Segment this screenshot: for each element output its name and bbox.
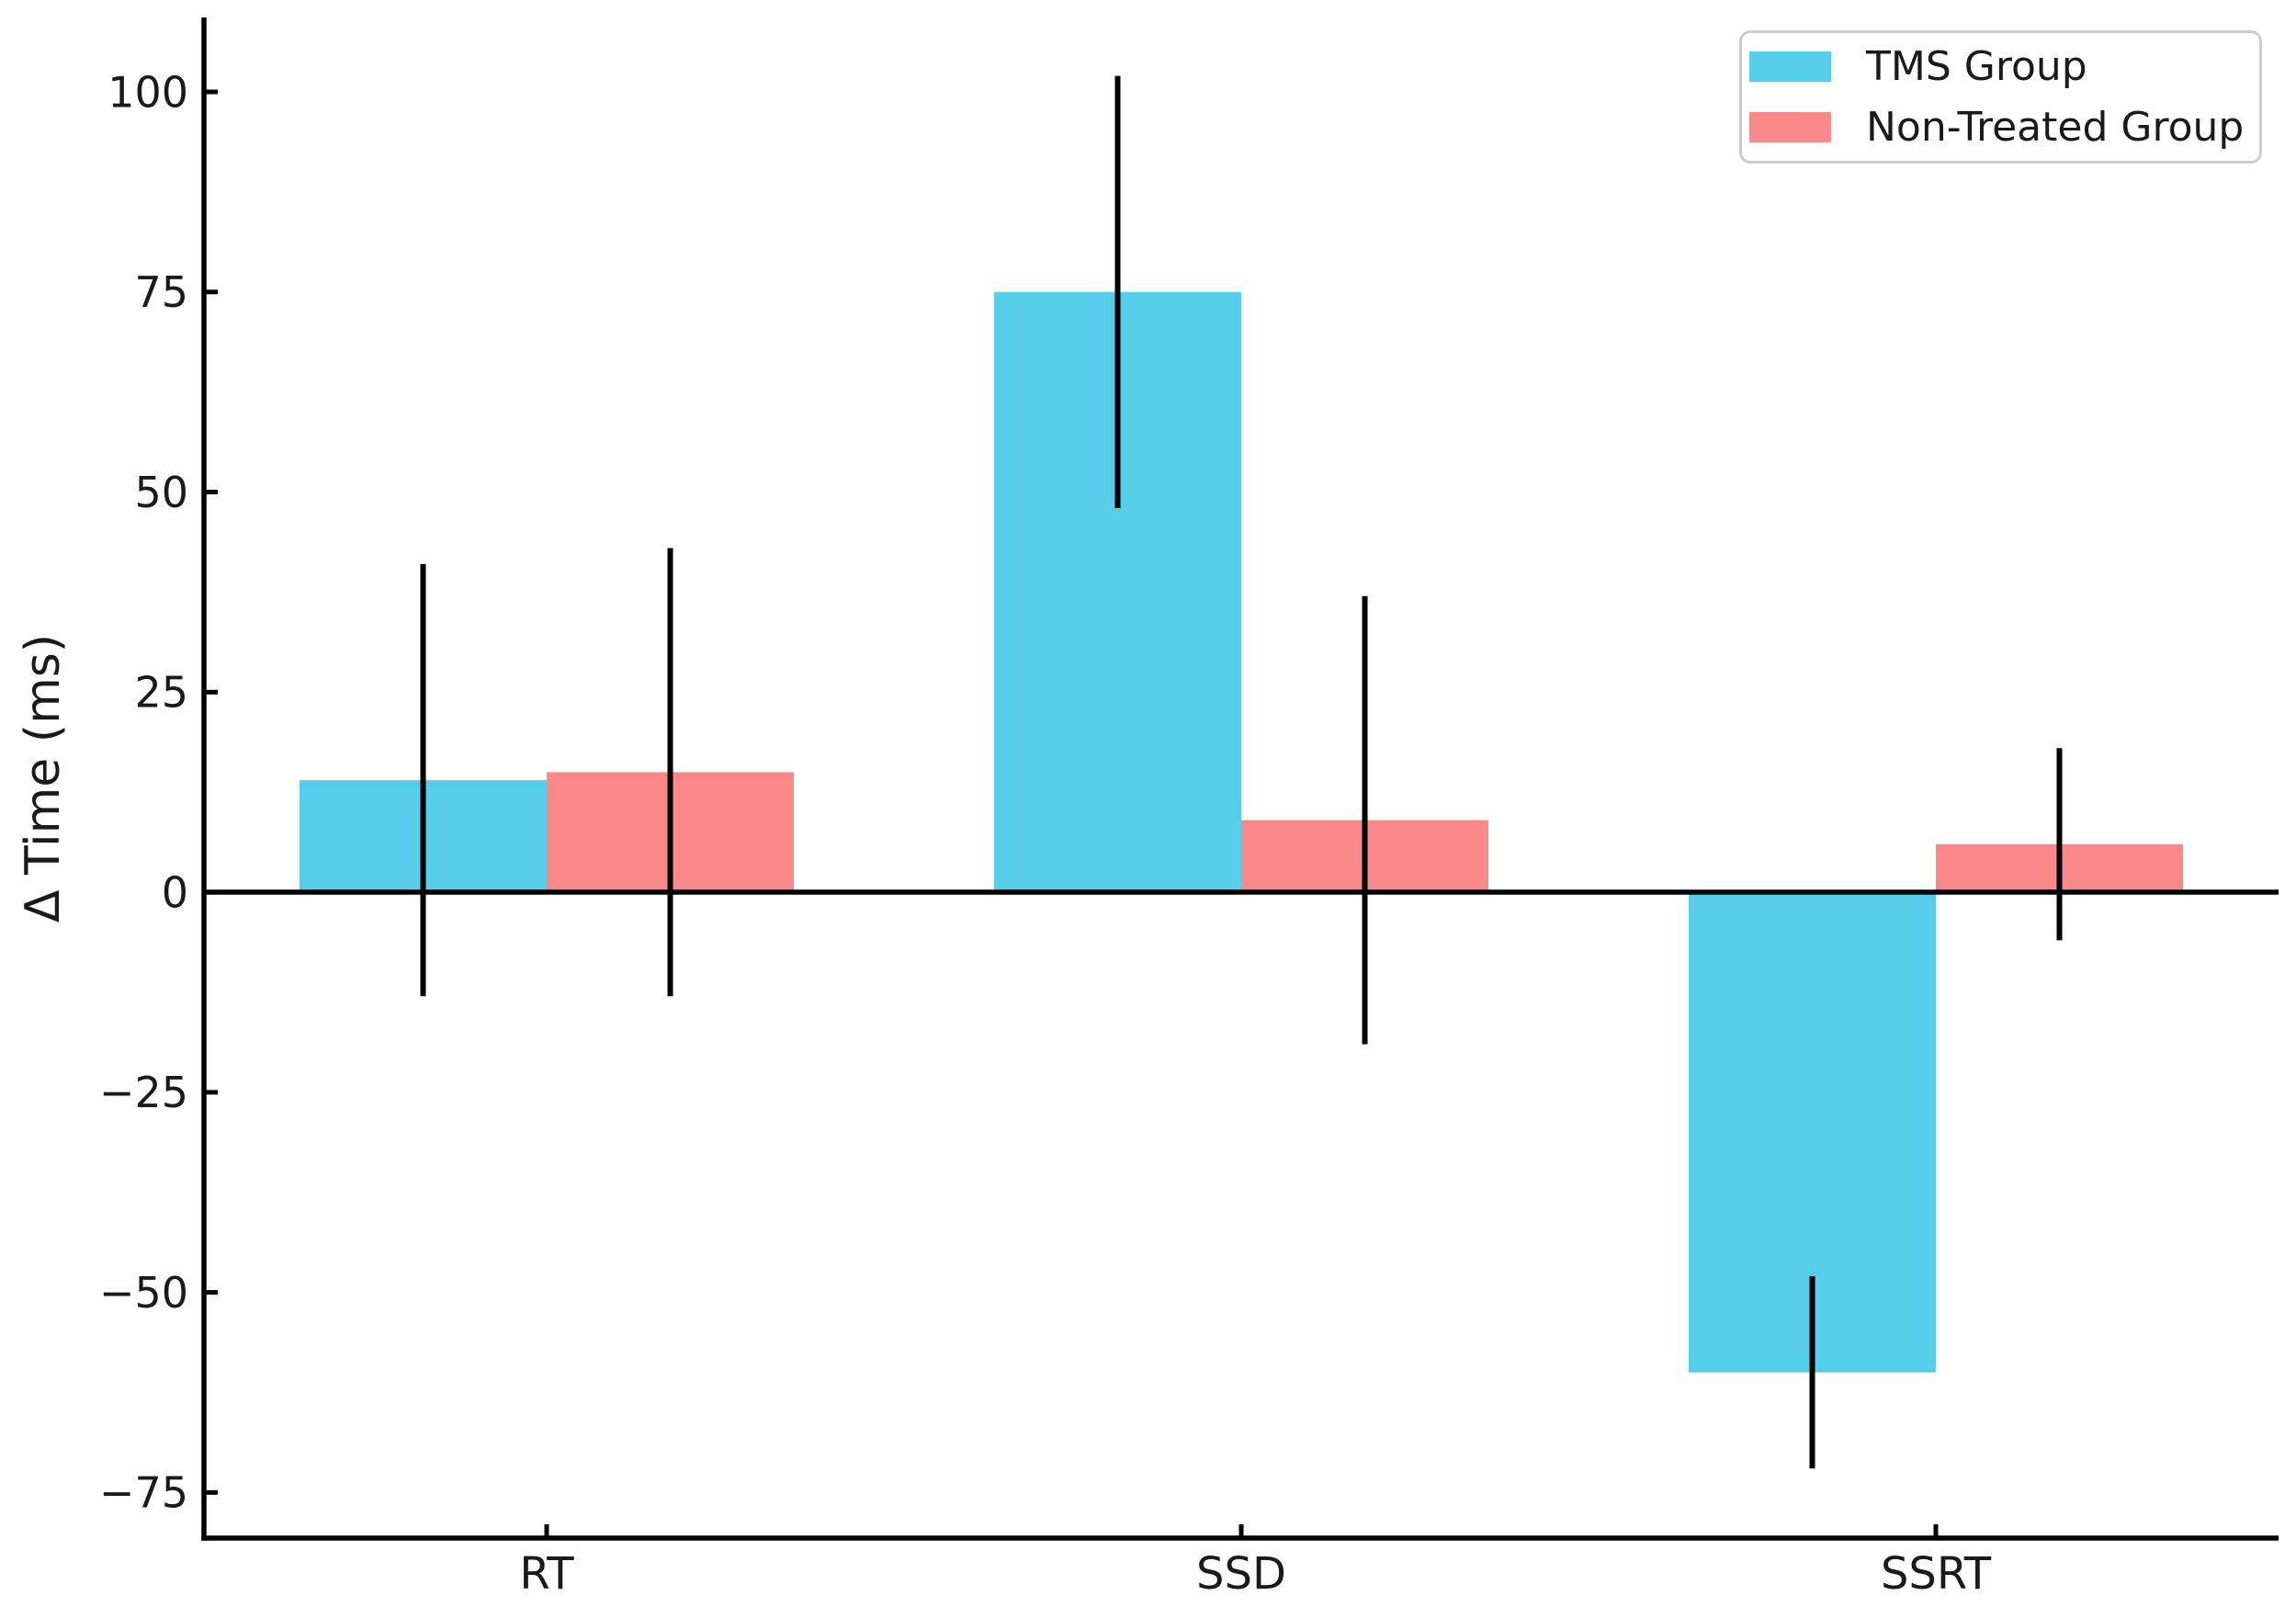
legend: TMS Group Non-Treated Group <box>1739 30 2262 164</box>
y-tick-label-25: 25 <box>134 668 188 718</box>
legend-label-non-treated-group: Non-Treated Group <box>1866 103 2245 151</box>
y-tick-label-50: 50 <box>134 468 188 517</box>
x-tick-label-rt: RT <box>519 1548 574 1600</box>
legend-swatch-tms-group <box>1749 51 1831 82</box>
y-tick-label-75: 75 <box>134 267 188 317</box>
y-tick-label-100: 100 <box>107 67 188 117</box>
x-tick-label-ssd: SSD <box>1196 1548 1286 1600</box>
legend-label-tms-group: TMS Group <box>1866 42 2087 90</box>
y-tick-label--25: −25 <box>99 1068 188 1117</box>
legend-item-non-treated-group: Non-Treated Group <box>1742 97 2259 158</box>
y-tick-label--75: −75 <box>99 1468 188 1518</box>
legend-item-tms-group: TMS Group <box>1742 37 2259 97</box>
y-axis-title: Δ Time (ms) <box>16 633 72 923</box>
y-tick-label--50: −50 <box>99 1268 188 1318</box>
x-tick-label-ssrt: SSRT <box>1881 1548 1992 1600</box>
y-tick-label-0: 0 <box>162 867 188 917</box>
legend-swatch-non-treated-group <box>1749 112 1831 142</box>
